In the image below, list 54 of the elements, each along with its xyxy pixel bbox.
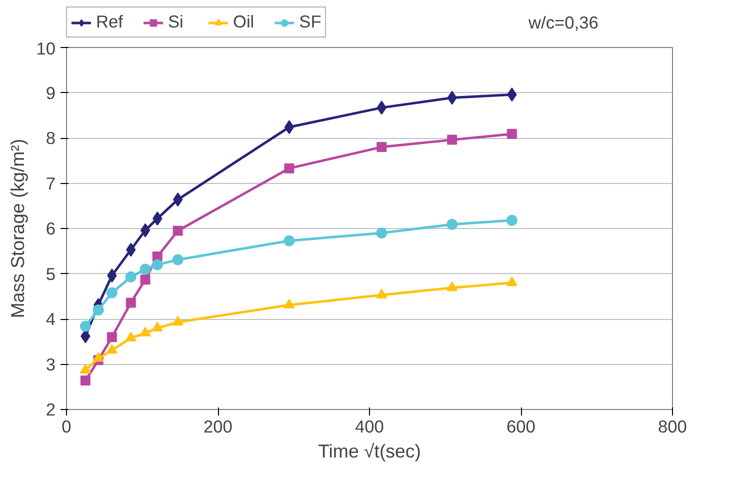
point — [125, 332, 136, 342]
point — [376, 288, 388, 298]
y-tick-label: 6 — [46, 218, 56, 238]
point — [376, 228, 388, 239]
point — [140, 274, 150, 285]
point — [446, 218, 458, 230]
point — [92, 304, 104, 316]
text: w/c=0,36 — [528, 12, 598, 32]
point — [80, 320, 91, 332]
point — [152, 322, 163, 332]
point — [284, 235, 295, 246]
legend-label: SF — [299, 12, 322, 32]
x-tick-label: 200 — [204, 416, 232, 436]
legend-label: Si — [168, 12, 184, 32]
point — [92, 352, 104, 362]
point — [152, 259, 163, 270]
point — [106, 332, 117, 342]
point — [140, 264, 151, 275]
point — [172, 226, 183, 236]
point — [284, 298, 295, 308]
point — [284, 163, 294, 174]
point — [125, 271, 136, 282]
point — [506, 128, 517, 139]
y-tick-label: 4 — [46, 309, 56, 329]
x-tick-label: 400 — [355, 416, 384, 436]
x-axis-title: Time √t(sec) — [318, 440, 421, 462]
point — [447, 134, 458, 145]
point — [284, 120, 294, 134]
point — [140, 326, 151, 336]
point — [172, 254, 184, 266]
point — [376, 142, 387, 152]
y-axis-title: Mass Storage (kg/m²) — [7, 138, 28, 318]
y-tick-label: 8 — [46, 128, 56, 148]
point — [140, 223, 150, 238]
y-tick-label: 7 — [46, 173, 56, 194]
point — [506, 214, 518, 226]
point — [446, 282, 458, 292]
x-tick-label: 0 — [62, 416, 72, 436]
point — [172, 316, 184, 326]
x-tick-label: 600 — [506, 416, 536, 436]
legend-label: Oil — [232, 12, 254, 32]
y-tick-label: 2 — [46, 400, 56, 420]
point — [126, 298, 136, 308]
legend-label: Ref — [96, 12, 123, 32]
y-tick-label: 3 — [46, 354, 56, 374]
y-tick-label: 5 — [46, 264, 56, 284]
point — [106, 344, 118, 354]
point — [506, 276, 518, 286]
point — [106, 287, 118, 298]
point — [80, 364, 91, 374]
y-tick-label: 9 — [46, 82, 56, 103]
y-tick-label: 10 — [36, 38, 56, 58]
x-tick-label: 800 — [658, 416, 687, 436]
point — [80, 376, 90, 386]
